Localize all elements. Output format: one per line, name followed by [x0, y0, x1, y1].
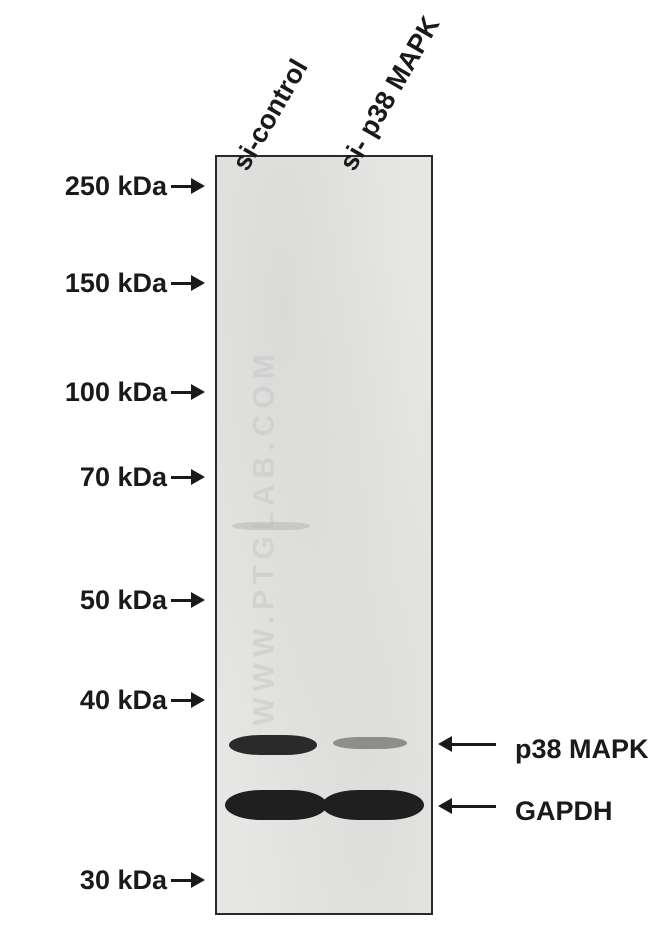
mw-arrow-icon [171, 872, 205, 888]
mw-arrow-icon [171, 178, 205, 194]
blot-figure: WWW.PTGLAB.COM 250 kDa150 kDa100 kDa70 k… [0, 0, 650, 932]
protein-band [225, 790, 327, 820]
protein-band [229, 735, 317, 755]
mw-label: 150 kDa [10, 268, 167, 299]
protein-band [333, 737, 407, 749]
faint-band [232, 522, 310, 530]
mw-label: 50 kDa [10, 585, 167, 616]
band-label: GAPDH [515, 796, 613, 827]
band-label: p38 MAPK [515, 734, 649, 765]
protein-band [322, 790, 424, 820]
mw-arrow-icon [171, 592, 205, 608]
mw-arrow-icon [171, 384, 205, 400]
mw-arrow-icon [171, 692, 205, 708]
band-arrow-icon [438, 798, 496, 814]
mw-label: 40 kDa [10, 685, 167, 716]
mw-label: 250 kDa [10, 171, 167, 202]
mw-label: 30 kDa [10, 865, 167, 896]
mw-arrow-icon [171, 275, 205, 291]
band-arrow-icon [438, 736, 496, 752]
mw-arrow-icon [171, 469, 205, 485]
mw-label: 70 kDa [10, 462, 167, 493]
mw-label: 100 kDa [10, 377, 167, 408]
lane-label: si- p38 MAPK [333, 11, 446, 176]
